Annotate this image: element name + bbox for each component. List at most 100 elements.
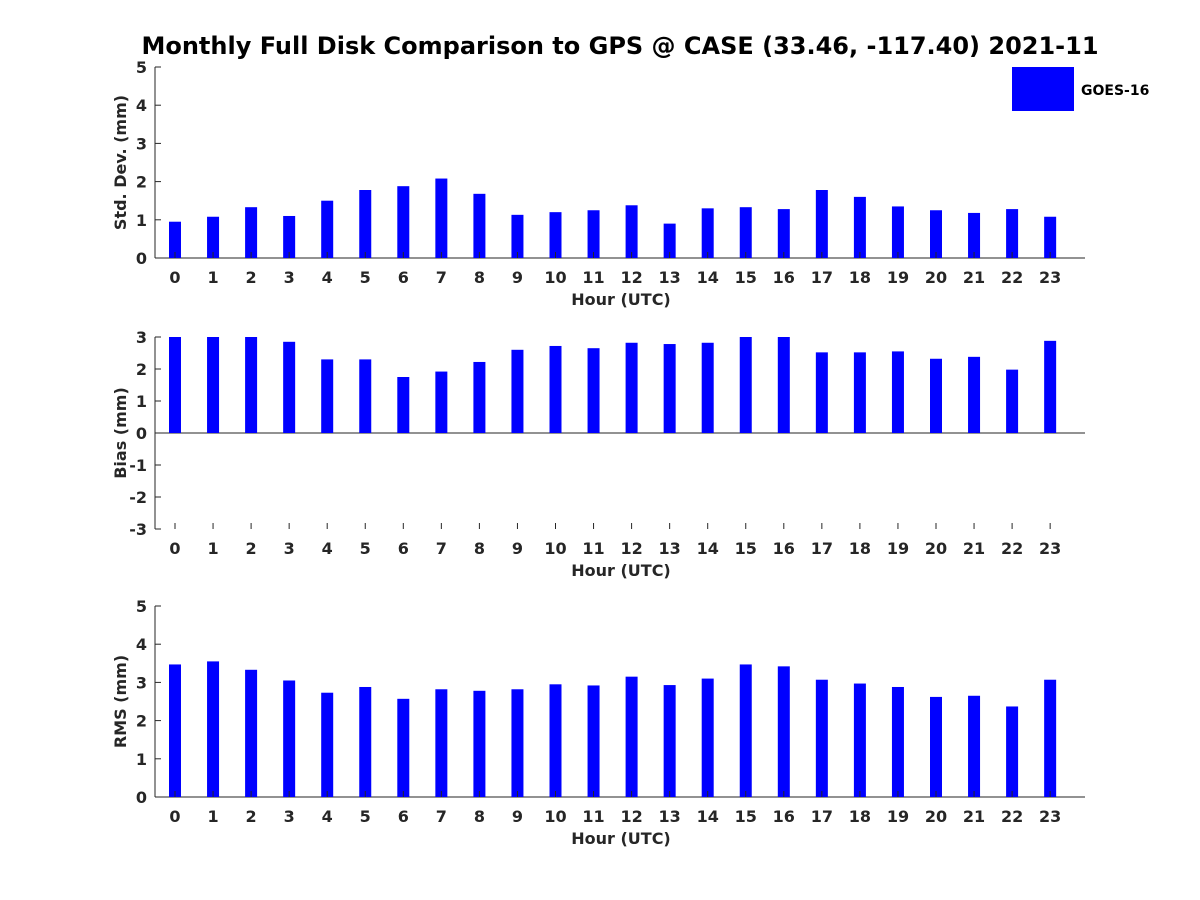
bar [930, 358, 942, 433]
x-tick-label: 2 [246, 539, 257, 558]
bar [321, 200, 334, 258]
bar [853, 683, 866, 797]
y-tick-label: 1 [136, 211, 147, 230]
y-tick-label: 2 [136, 173, 147, 192]
y-tick-label: 4 [136, 635, 147, 654]
bar [853, 196, 866, 258]
bar [739, 207, 752, 258]
x-tick-label: 1 [207, 268, 218, 287]
bar [1006, 369, 1019, 433]
legend-swatch [1012, 67, 1074, 111]
x-tick-label: 9 [512, 539, 523, 558]
bar [397, 186, 410, 258]
bar [1044, 340, 1057, 433]
x-tick-label: 1 [207, 807, 218, 826]
x-tick-label: 20 [925, 268, 947, 287]
bar [663, 685, 676, 797]
x-tick-label: 8 [474, 539, 485, 558]
bar [1006, 209, 1019, 258]
x-tick-label: 15 [735, 268, 757, 287]
bar [549, 684, 562, 797]
y-axis-label: Bias (mm) [111, 387, 130, 479]
bar [625, 205, 638, 258]
x-tick-label: 17 [811, 539, 833, 558]
bar [968, 356, 981, 433]
x-tick-label: 4 [322, 807, 333, 826]
x-tick-label: 15 [735, 539, 757, 558]
bar [625, 342, 638, 433]
x-tick-label: 8 [474, 268, 485, 287]
x-tick-label: 2 [246, 268, 257, 287]
y-tick-label: 0 [136, 424, 147, 443]
x-axis-label: Hour (UTC) [571, 829, 671, 848]
bar [777, 666, 790, 797]
bar [473, 690, 486, 797]
x-tick-label: 16 [773, 539, 795, 558]
bar [473, 361, 486, 433]
legend-label: GOES-16 [1081, 83, 1149, 99]
x-tick-label: 23 [1039, 268, 1061, 287]
y-tick-label: 1 [136, 750, 147, 769]
x-tick-label: 13 [659, 268, 681, 287]
x-tick-label: 9 [512, 268, 523, 287]
x-tick-label: 7 [436, 807, 447, 826]
x-tick-label: 16 [773, 807, 795, 826]
bar [549, 212, 562, 258]
x-tick-label: 23 [1039, 807, 1061, 826]
y-tick-label: 4 [136, 96, 147, 115]
y-tick-label: 5 [136, 597, 147, 616]
bar [739, 337, 752, 433]
y-tick-label: -3 [129, 520, 147, 539]
bar [359, 686, 372, 797]
bar [1006, 706, 1019, 797]
x-tick-label: 20 [925, 807, 947, 826]
y-tick-label: -1 [129, 456, 147, 475]
bar [359, 190, 372, 258]
x-tick-label: 13 [659, 539, 681, 558]
bar [169, 664, 181, 797]
bar [891, 351, 904, 433]
bar [587, 348, 600, 433]
x-tick-label: 11 [582, 807, 604, 826]
x-tick-label: 13 [659, 807, 681, 826]
x-tick-label: 21 [963, 807, 985, 826]
x-tick-label: 3 [284, 268, 295, 287]
x-tick-label: 18 [849, 807, 871, 826]
bar [435, 371, 448, 433]
x-tick-label: 12 [620, 807, 642, 826]
bar [169, 221, 181, 258]
bar [1044, 679, 1057, 797]
bar [283, 341, 296, 433]
y-tick-label: 3 [136, 328, 147, 347]
y-tick-label: 2 [136, 360, 147, 379]
bar [930, 210, 942, 258]
x-tick-label: 10 [544, 268, 566, 287]
x-tick-label: 12 [620, 539, 642, 558]
x-tick-label: 22 [1001, 807, 1023, 826]
x-tick-label: 2 [246, 807, 257, 826]
bar [435, 689, 448, 797]
bar [245, 337, 258, 433]
legend: GOES-16 [1012, 67, 1149, 111]
x-tick-label: 7 [436, 539, 447, 558]
bar [663, 344, 676, 433]
bar [283, 680, 296, 797]
bar [511, 349, 524, 433]
x-tick-label: 9 [512, 807, 523, 826]
bar [815, 352, 828, 433]
x-tick-label: 20 [925, 539, 947, 558]
y-tick-label: 3 [136, 673, 147, 692]
x-tick-label: 5 [360, 268, 371, 287]
bar [853, 352, 866, 433]
chart-title: Monthly Full Disk Comparison to GPS @ CA… [141, 32, 1098, 60]
x-tick-label: 0 [169, 268, 180, 287]
bar [587, 685, 600, 797]
x-tick-label: 5 [360, 807, 371, 826]
x-tick-label: 10 [544, 539, 566, 558]
x-tick-label: 7 [436, 268, 447, 287]
bar [663, 223, 676, 258]
x-tick-label: 6 [398, 268, 409, 287]
